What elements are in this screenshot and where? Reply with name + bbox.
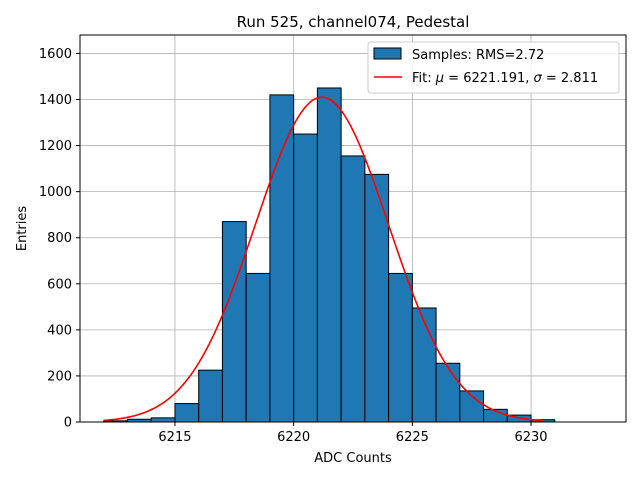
- legend-fit-sigma-value: = 2.811: [542, 71, 598, 86]
- gaussian-fit-curve: [103, 96, 543, 422]
- legend-samples-swatch: [373, 47, 402, 60]
- plot-frame: [79, 34, 627, 423]
- chart-title: Run 525, channel074, Pedestal: [237, 13, 470, 31]
- y-tick-label: 1000: [39, 185, 72, 200]
- histogram-bar: [435, 362, 461, 423]
- histogram-bar: [150, 417, 176, 423]
- axis-ticks: 6215 6220 6225 6230 0 200 400 600 800 1000 1200 140…: [39, 47, 548, 445]
- histogram-bar: [269, 94, 295, 423]
- legend-fit-mu-value: = 6221.191,: [444, 71, 533, 86]
- legend-samples-label: Samples: RMS=2.72: [412, 48, 544, 63]
- histogram-bar: [174, 403, 200, 423]
- x-tick-label: 6225: [396, 430, 429, 445]
- histogram-bar: [364, 173, 390, 423]
- legend-fit-prefix: Fit:: [412, 71, 436, 86]
- x-tick-label: 6220: [277, 430, 310, 445]
- histogram-bar: [411, 307, 437, 423]
- y-axis-label: Entries: [15, 206, 30, 252]
- legend: Samples: RMS=2.72 Fit: μ = 6221.191, σ =…: [367, 41, 620, 94]
- histogram-bar: [340, 155, 366, 423]
- histogram-bar: [245, 272, 271, 423]
- x-tick-label: 6215: [158, 430, 191, 445]
- legend-fit-mu-symbol: μ: [435, 71, 444, 86]
- x-axis-label: ADC Counts: [314, 451, 392, 466]
- y-tick-label: 1400: [39, 93, 72, 108]
- legend-box: [367, 41, 620, 94]
- histogram-bar: [198, 369, 223, 423]
- histogram-bar: [221, 221, 247, 423]
- y-tick-label: 400: [47, 323, 72, 338]
- y-tick-label: 0: [64, 416, 72, 431]
- y-tick-label: 800: [47, 231, 72, 246]
- y-tick-label: 600: [47, 277, 72, 292]
- histogram-bar: [388, 272, 413, 423]
- y-tick-label: 1600: [39, 47, 72, 62]
- legend-fit-sigma-symbol: σ: [534, 71, 543, 86]
- legend-fit-label: Fit: μ = 6221.191, σ = 2.811: [412, 71, 598, 86]
- fit-curve-group: [103, 96, 543, 422]
- y-tick-label: 200: [47, 369, 72, 384]
- histogram-bar: [293, 133, 318, 423]
- histogram-bar: [316, 87, 342, 423]
- y-tick-label: 1200: [39, 139, 72, 154]
- x-tick-label: 6230: [514, 430, 547, 445]
